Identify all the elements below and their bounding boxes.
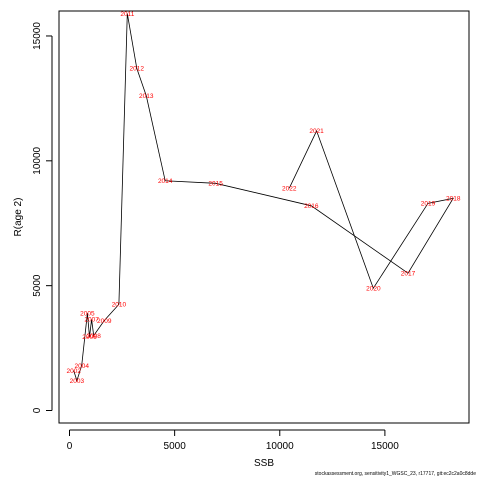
x-axis-title: SSB bbox=[254, 458, 274, 469]
y-tick-label: 10000 bbox=[32, 146, 43, 174]
y-tick-label: 5000 bbox=[32, 274, 43, 297]
year-label-2021: 2021 bbox=[309, 128, 324, 135]
year-label-2009: 2009 bbox=[97, 318, 112, 325]
footer-source-text: stockassessment.org, sensitivity1_WGSC_2… bbox=[314, 471, 476, 477]
plot-frame bbox=[58, 10, 470, 424]
year-label-2018: 2018 bbox=[446, 196, 461, 203]
year-label-2022: 2022 bbox=[282, 186, 297, 193]
y-axis-title: R(age 2) bbox=[13, 198, 24, 237]
year-label-2020: 2020 bbox=[366, 285, 381, 292]
x-axis: 0 5000 10000 15000 bbox=[67, 429, 399, 452]
year-label-2014: 2014 bbox=[158, 178, 173, 185]
year-label-2011: 2011 bbox=[120, 11, 134, 18]
year-label-2007: 2007 bbox=[84, 317, 99, 324]
y-axis: 0 5000 10000 15000 bbox=[32, 22, 53, 413]
x-tick-label: 15000 bbox=[371, 441, 399, 452]
year-label-2016: 2016 bbox=[304, 203, 319, 210]
year-label-2019: 2019 bbox=[421, 201, 436, 208]
year-label-2002: 2002 bbox=[66, 368, 81, 375]
stock-recruitment-line bbox=[73, 13, 455, 382]
y-tick-label: 15000 bbox=[32, 22, 43, 50]
year-labels: 2002 2003 2004 2005 2006 2007 2008 2009 2010 2011… bbox=[66, 11, 460, 385]
x-tick-label: 10000 bbox=[266, 441, 294, 452]
year-label-2005: 2005 bbox=[80, 310, 95, 317]
year-label-2017: 2017 bbox=[401, 270, 416, 277]
year-label-2006: 2006 bbox=[82, 334, 97, 341]
year-label-2008: 2008 bbox=[86, 333, 101, 340]
year-label-2003: 2003 bbox=[70, 378, 85, 385]
year-label-2004: 2004 bbox=[74, 363, 89, 370]
year-label-2012: 2012 bbox=[130, 66, 145, 73]
year-label-2013: 2013 bbox=[139, 93, 154, 100]
x-tick-label: 5000 bbox=[164, 441, 187, 452]
y-tick-label: 0 bbox=[32, 407, 43, 413]
x-tick-label: 0 bbox=[67, 441, 73, 452]
year-label-2015: 2015 bbox=[208, 181, 223, 188]
year-label-2010: 2010 bbox=[112, 302, 127, 309]
